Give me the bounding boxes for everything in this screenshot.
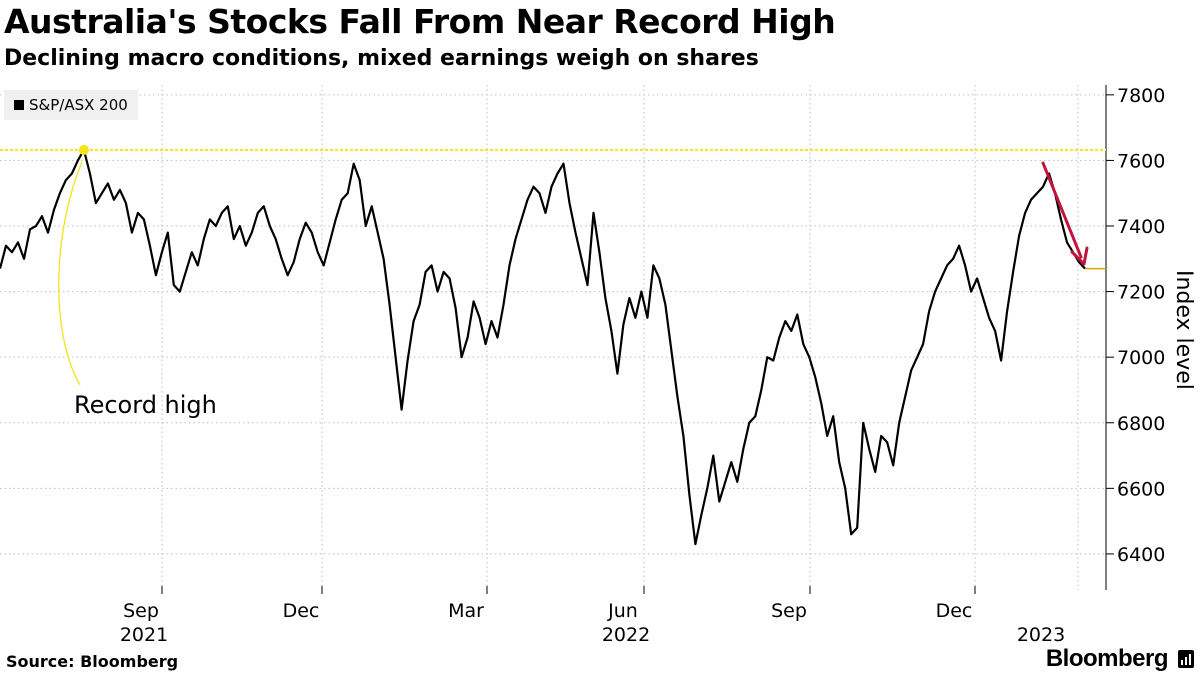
y-tick-label: 6400 xyxy=(1117,544,1165,566)
arrow-head xyxy=(1070,246,1089,266)
decline-arrow xyxy=(1041,161,1089,266)
legend: S&P/ASX 200 xyxy=(4,90,138,120)
y-tick-label: 7200 xyxy=(1117,282,1165,304)
gridlines xyxy=(0,85,1106,590)
legend-label: S&P/ASX 200 xyxy=(29,96,128,114)
y-tick-label: 6600 xyxy=(1117,478,1165,500)
record-high-leader xyxy=(58,161,83,386)
source-note: Source: Bloomberg xyxy=(6,652,179,671)
x-year-label: 2021 xyxy=(120,624,168,646)
y-tick-label: 7400 xyxy=(1117,216,1165,238)
chart-title: Australia's Stocks Fall From Near Record… xyxy=(4,2,836,41)
y-tick-label: 7800 xyxy=(1117,85,1165,107)
series-line-asx200 xyxy=(0,148,1086,546)
bloomberg-terminal-icon xyxy=(1178,650,1194,668)
x-tick-label: Dec xyxy=(283,600,320,622)
y-axis-label: Index level xyxy=(1171,270,1196,390)
x-tick-label: Dec xyxy=(936,600,973,622)
record-high-dot xyxy=(78,144,89,155)
x-tick-label: Sep xyxy=(771,600,807,622)
x-tick-label: Sep xyxy=(123,600,159,622)
y-tick-label: 7600 xyxy=(1117,150,1165,172)
x-tick-label: Mar xyxy=(448,600,484,622)
x-year-label: 2023 xyxy=(1017,624,1065,646)
record-high-annotation: Record high xyxy=(74,391,217,419)
x-year-label: 2022 xyxy=(602,624,650,646)
y-tick-label: 7000 xyxy=(1117,347,1165,369)
y-tick-label: 6800 xyxy=(1117,413,1165,435)
chart-subtitle: Declining macro conditions, mixed earnin… xyxy=(4,46,759,71)
brand-name: Bloomberg xyxy=(1045,645,1169,672)
y-axis: 6400 6600 6800 7000 7200 7400 7600 7800 xyxy=(1105,85,1165,590)
legend-swatch xyxy=(14,100,24,110)
x-tick-label: Jun xyxy=(607,600,638,622)
arrow-shaft xyxy=(1041,161,1083,259)
